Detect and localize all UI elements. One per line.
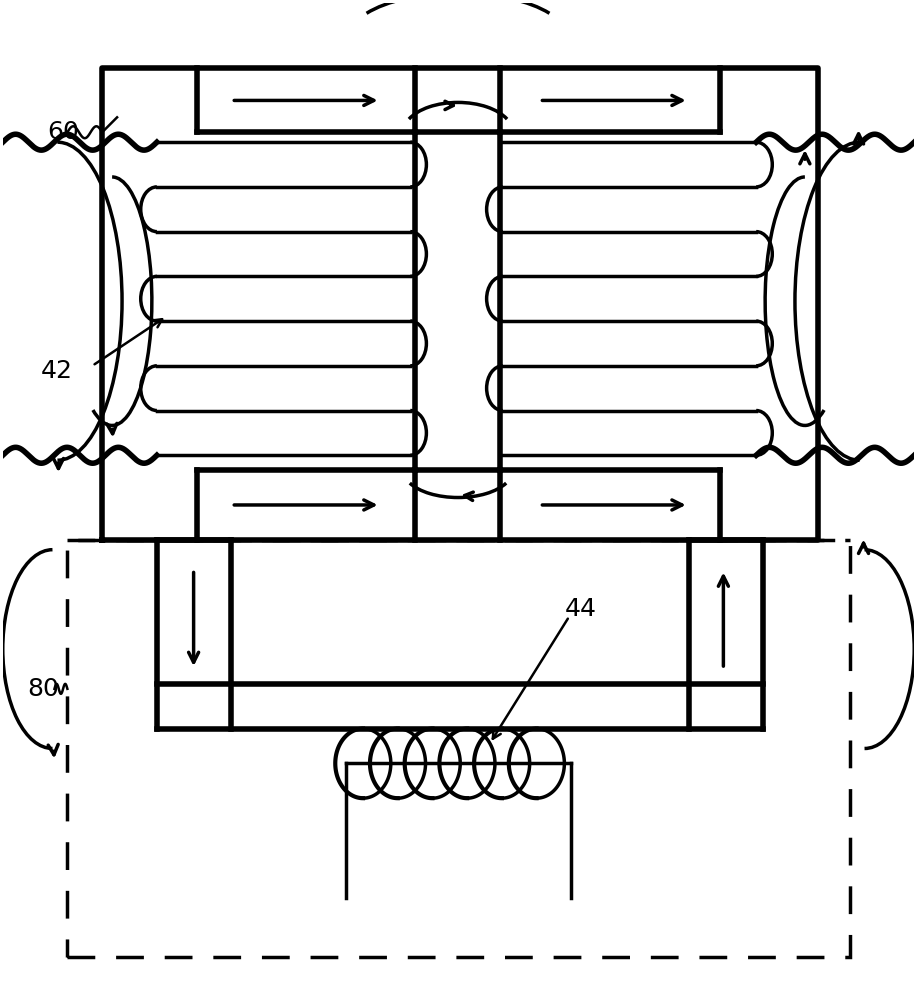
Text: 80: 80 — [28, 677, 60, 701]
Text: 60: 60 — [48, 120, 80, 144]
Text: 44: 44 — [564, 597, 596, 621]
Text: 42: 42 — [40, 359, 72, 383]
